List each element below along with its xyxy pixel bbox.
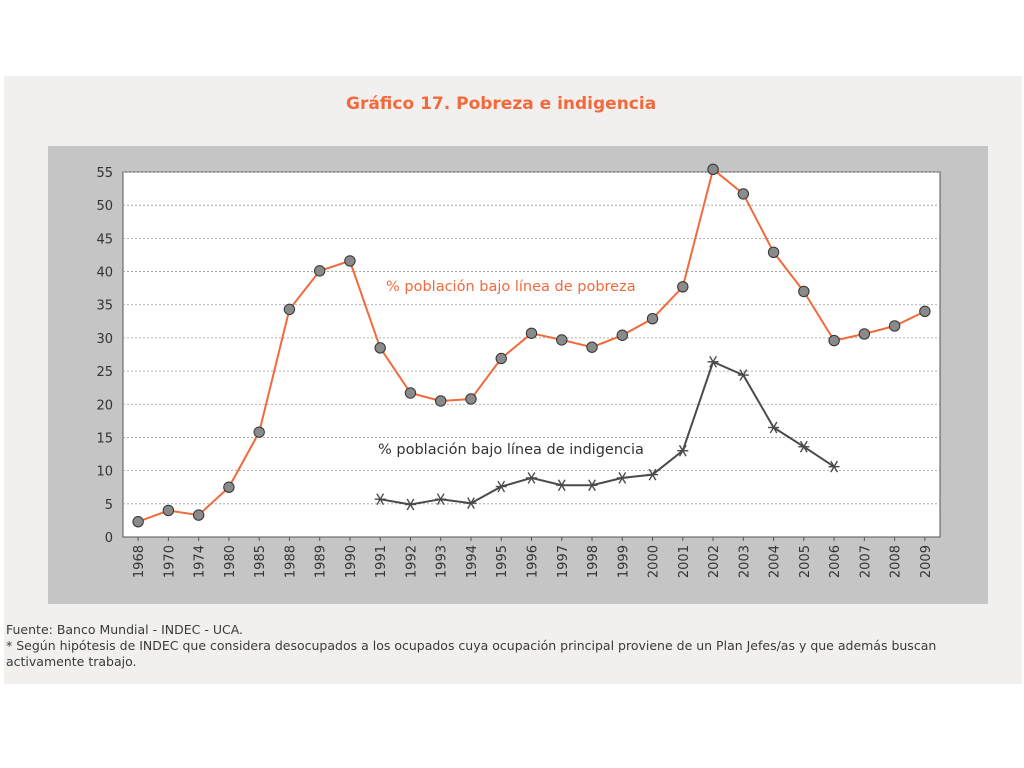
poverty-point (283, 303, 296, 316)
indigence-point (828, 460, 840, 473)
x-tick-label: 2006 (828, 545, 843, 578)
poverty-point (798, 285, 810, 298)
poverty-point (767, 246, 780, 259)
poverty-point (646, 312, 659, 325)
x-tick-label: 1992 (404, 545, 419, 578)
poverty-point (253, 426, 265, 438)
x-tick-label: 1988 (283, 545, 298, 578)
x-tick-label: 1968 (132, 545, 147, 578)
indigence-point (404, 498, 416, 511)
chart-frame: 0 5 10 15 20 25 30 35 40 45 50 55 1968 1970 1974 1980 19… (48, 146, 988, 604)
indigence-point (647, 468, 659, 481)
poverty-point (132, 516, 144, 528)
poverty-point (374, 342, 386, 354)
indigence-point (465, 497, 477, 510)
y-tick-label: 15 (96, 431, 113, 446)
indigence-point (495, 480, 507, 493)
poverty-point (435, 395, 447, 407)
y-tick-label: 45 (96, 232, 113, 247)
indigence-point (707, 355, 719, 368)
y-tick-label: 20 (96, 398, 113, 413)
x-tick-label: 1993 (435, 545, 450, 578)
x-tick-label: 2004 (768, 545, 783, 578)
indigence-point (768, 421, 780, 434)
y-tick-label: 25 (96, 365, 113, 380)
poverty-point (858, 328, 871, 340)
x-tick-label: 2009 (919, 545, 934, 578)
poverty-point (828, 334, 840, 347)
indigence-point (435, 493, 447, 506)
indigence-point (556, 479, 568, 492)
poverty-point (223, 481, 235, 493)
x-tick-label: 1985 (253, 545, 268, 578)
poverty-point (888, 320, 901, 332)
indigence-point (526, 472, 537, 484)
poverty-point (616, 329, 628, 341)
indigence-label: % población bajo línea de indigencia (378, 442, 644, 458)
y-tick-label: 0 (105, 531, 113, 546)
chart-title: Gráfico 17. Pobreza e indigencia (346, 94, 657, 114)
x-tick-label: 1995 (495, 545, 510, 578)
poverty-point (495, 352, 507, 365)
x-tick-label: 2007 (858, 545, 873, 578)
plot-area (122, 171, 941, 538)
x-tick-label: 1980 (223, 545, 238, 578)
x-tick-label: 2005 (798, 545, 813, 578)
poverty-point (677, 281, 689, 293)
poverty-point (344, 255, 356, 267)
y-tick-label: 55 (96, 166, 113, 181)
x-tick-label: 2008 (889, 545, 904, 578)
x-tick-label: 1991 (374, 545, 389, 578)
poverty-point (162, 504, 175, 517)
indigence-point (586, 479, 598, 492)
poverty-point (525, 327, 538, 339)
line-chart: 0 5 10 15 20 25 30 35 40 45 50 55 1968 1970 1974 1980 19… (96, 163, 941, 578)
x-tick-label: 1996 (526, 545, 541, 578)
footer: Fuente: Banco Mundial - INDEC - UCA. * S… (6, 622, 1006, 670)
x-tick-label: 2001 (677, 545, 692, 578)
poverty-point (192, 509, 205, 521)
x-tick-label: 2002 (707, 545, 722, 578)
indigence-point (737, 369, 749, 381)
poverty-point (313, 265, 326, 277)
x-tick-label: 1997 (556, 545, 571, 578)
x-tick-label: 2003 (737, 545, 752, 578)
x-tick-label: 1970 (162, 545, 177, 578)
x-tick-label: 1998 (586, 545, 601, 578)
y-tick-label: 30 (96, 332, 113, 347)
y-tick-label: 35 (96, 299, 113, 314)
poverty-label: % población bajo línea de pobreza (386, 279, 636, 295)
indigence-point (616, 472, 628, 484)
poverty-point (465, 393, 477, 405)
y-tick-label: 5 (105, 498, 113, 513)
poverty-point (556, 334, 568, 346)
y-tick-label: 10 (96, 465, 113, 480)
footnote: * Según hipótesis de INDEC que considera… (6, 638, 937, 669)
indigence-point (677, 444, 689, 457)
y-tick-label: 50 (96, 199, 113, 214)
x-tick-label: 1990 (344, 545, 359, 578)
poverty-point (737, 188, 750, 200)
poverty-point (586, 341, 598, 353)
indigence-line (380, 360, 835, 506)
indigence-point (374, 493, 386, 506)
poverty-point (404, 387, 417, 399)
source-note: Fuente: Banco Mundial - INDEC - UCA. (6, 622, 244, 637)
poverty-point (707, 163, 719, 176)
indigence-point (798, 440, 810, 453)
x-tick-label: 1999 (616, 545, 631, 578)
x-tick-label: 1994 (465, 545, 480, 578)
y-tick-label: 40 (96, 266, 113, 281)
poverty-point (919, 305, 931, 318)
x-tick-label: 2000 (647, 545, 662, 578)
x-tick-label: 1989 (314, 545, 329, 578)
x-tick-label: 1974 (193, 545, 208, 578)
